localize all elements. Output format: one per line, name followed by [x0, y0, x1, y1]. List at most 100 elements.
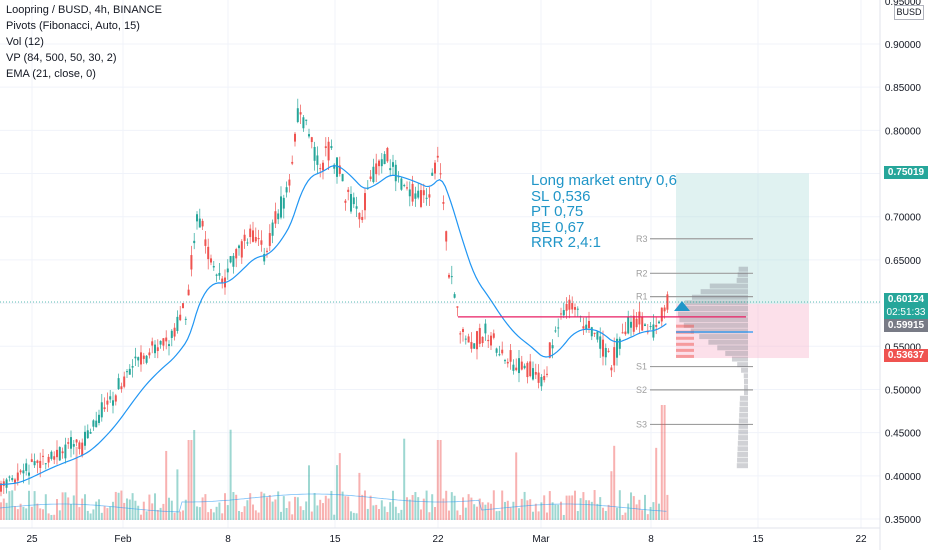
candle-body — [310, 137, 313, 143]
candle-body — [103, 407, 106, 410]
candle-body — [47, 456, 50, 463]
symbol-title[interactable]: Loopring / BUSD, 4h, BINANCE — [6, 4, 162, 16]
volume-bar — [481, 502, 484, 520]
volume-bar — [450, 492, 453, 520]
volume-bar — [42, 509, 44, 520]
vp-bar — [744, 378, 748, 384]
volume-bar — [274, 499, 277, 520]
candle-body — [588, 320, 590, 329]
candle-body — [431, 172, 434, 176]
candle-body — [548, 342, 551, 358]
candle-body — [53, 456, 56, 460]
candle-body — [268, 233, 271, 246]
volume-bar — [380, 500, 383, 520]
x-tick-label: Feb — [114, 534, 132, 545]
volume-bar — [361, 494, 364, 520]
candle-body — [266, 250, 268, 252]
indicator-vol[interactable]: Vol (12) — [6, 36, 44, 48]
volume-bar — [268, 495, 271, 520]
candle-body — [523, 365, 526, 369]
volume-bar — [81, 498, 84, 520]
volume-bar — [308, 465, 310, 520]
candle-body — [568, 299, 571, 310]
candle-body — [145, 355, 148, 363]
volume-bar — [624, 512, 627, 520]
candle-body — [380, 159, 383, 167]
annotation-be: BE 0,67 — [531, 218, 585, 236]
candle-body — [296, 108, 299, 122]
volume-bar — [58, 510, 61, 520]
candle-body — [302, 117, 305, 129]
candle-body — [67, 442, 70, 444]
volume-bar — [11, 490, 14, 520]
candle-body — [212, 266, 215, 268]
volume-bar — [495, 511, 498, 520]
volume-bar — [627, 503, 630, 520]
vp-bar — [737, 457, 748, 463]
vp-bar-down — [676, 324, 694, 328]
candle-body — [582, 326, 585, 329]
candle-body — [305, 119, 308, 121]
volume-bar — [478, 498, 481, 520]
y-tick-label: 0.45000 — [885, 429, 922, 440]
candle-body — [607, 350, 610, 352]
volume-bar — [252, 504, 254, 520]
candle-body — [25, 463, 28, 471]
candle-body — [120, 386, 123, 390]
volume-bar — [644, 494, 646, 520]
candle-body — [277, 213, 280, 220]
candle-body — [473, 343, 476, 349]
volume-bar — [291, 514, 294, 520]
vp-bar — [717, 345, 748, 351]
trade-annotation[interactable]: Long market entry 0,6 SL 0,536 PT 0,75 B… — [531, 173, 677, 251]
x-tick-label: 22 — [432, 534, 444, 545]
candle-body — [170, 330, 173, 338]
volume-bar — [459, 514, 462, 520]
volume-bar — [498, 510, 501, 520]
volume-profile — [676, 266, 748, 469]
volume-bar — [36, 503, 39, 520]
volume-bar — [319, 499, 322, 520]
candle-body — [11, 477, 14, 481]
candle-body — [420, 190, 422, 207]
candle-body — [512, 364, 515, 371]
candle-body — [632, 315, 635, 332]
candle-body — [173, 327, 176, 337]
volume-bar — [0, 502, 2, 520]
volume-bar — [100, 512, 103, 520]
volume-bar — [30, 506, 33, 520]
volume-bar — [389, 502, 392, 520]
currency-badge[interactable]: BUSD — [894, 5, 924, 20]
volume-bar — [635, 504, 638, 520]
volume-bar — [411, 495, 414, 520]
candle-body — [182, 303, 184, 309]
volume-bar — [313, 493, 316, 520]
candle-body — [168, 344, 170, 347]
volume-bar — [98, 499, 100, 520]
volume-bar — [509, 507, 512, 520]
indicator-ema[interactable]: EMA (21, close, 0) — [6, 68, 96, 80]
candle-body — [638, 311, 641, 325]
entry-triangle-icon — [674, 301, 690, 312]
candle-body — [534, 372, 537, 375]
volume-bar — [378, 509, 380, 520]
candle-body — [159, 340, 162, 345]
volume-bar — [285, 508, 288, 520]
candle-body — [509, 350, 512, 362]
indicator-pivots[interactable]: Pivots (Fibonacci, Auto, 15) — [6, 20, 140, 32]
pivot-label-s2: S2 — [636, 385, 647, 395]
volume-bar — [344, 496, 347, 520]
candle-body — [154, 344, 156, 354]
candle-body — [467, 336, 470, 343]
vp-bar — [739, 395, 748, 401]
candle-body — [299, 112, 302, 115]
volume-bar — [476, 506, 478, 520]
volume-bar — [506, 500, 509, 520]
candle-body — [341, 174, 344, 182]
candle-body — [425, 197, 428, 199]
y-tick-label: 0.35000 — [885, 515, 922, 526]
volume-bar — [406, 497, 408, 520]
indicator-vp[interactable]: VP (84, 500, 50, 30, 2) — [6, 52, 117, 64]
volume-bar — [604, 510, 607, 520]
